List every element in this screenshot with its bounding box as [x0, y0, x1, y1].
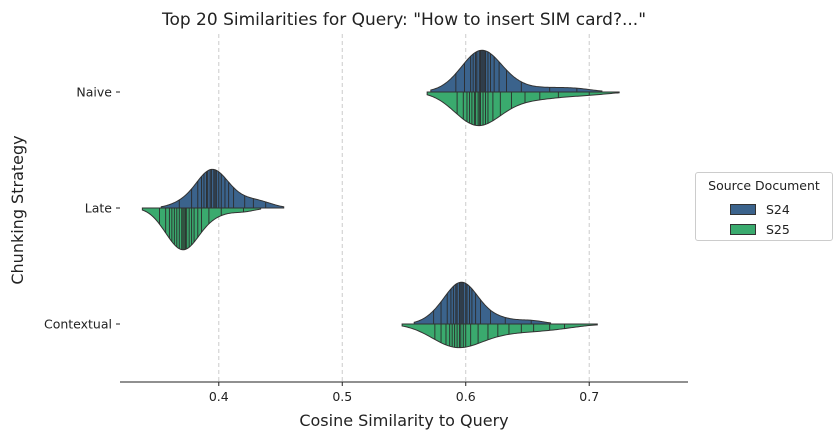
violin-half-s25-contextual: [401, 323, 598, 349]
legend-swatch-s24: [730, 204, 756, 215]
legend-swatch-s25: [730, 224, 756, 235]
legend-label-s24: S24: [766, 202, 790, 217]
x-tick-label: 0.5: [332, 389, 352, 404]
y-tick-label: Late: [85, 201, 113, 216]
violins: [141, 49, 620, 349]
chart-title: Top 20 Similarities for Query: "How to i…: [161, 10, 646, 30]
violin-half-s24-naive: [430, 49, 603, 93]
legend-title: Source Document: [708, 178, 820, 193]
y-ticks: Naive Late Contextual: [44, 85, 120, 332]
x-tick-label: 0.6: [456, 389, 476, 404]
violin-half-s24-contextual: [413, 281, 552, 325]
x-ticks: 0.4 0.5 0.6 0.7: [209, 382, 599, 404]
x-tick-label: 0.7: [579, 389, 599, 404]
y-tick-label: Contextual: [44, 317, 112, 332]
y-tick-label: Naive: [76, 85, 112, 100]
legend-label-s25: S25: [766, 222, 790, 237]
violin-half-s25-naive: [426, 91, 620, 127]
legend: Source Document S24 S25: [695, 172, 833, 241]
y-axis-label: Chunking Strategy: [8, 135, 27, 284]
x-axis-label: Cosine Similarity to Query: [299, 411, 508, 430]
x-tick-label: 0.4: [209, 389, 229, 404]
